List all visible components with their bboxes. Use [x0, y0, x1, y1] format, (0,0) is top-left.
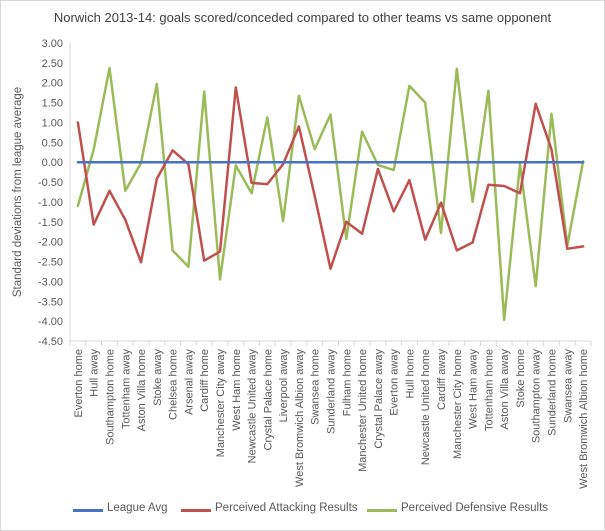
chart-title: Norwich 2013-14: goals scored/conceded c… [53, 10, 552, 25]
x-tick-label: Hull away [89, 349, 101, 397]
attacking-results-line [76, 86, 585, 270]
x-tick-label: Everton home [73, 349, 85, 417]
y-tick-label: -1.00 [38, 197, 63, 209]
x-tick-label: Tottenham home [483, 349, 495, 431]
legend-swatch [181, 509, 211, 512]
x-tick-label: Swansea home [310, 349, 322, 425]
y-tick-label: 2.50 [42, 58, 63, 70]
legend: League Avg Perceived Attacking Results Per… [1, 501, 604, 519]
x-tick-label: West Bromwich Albion away [294, 349, 306, 487]
x-tick-label: Cardiff home [199, 349, 211, 412]
legend-swatch [73, 509, 103, 512]
x-tick-label: Sunderland away [326, 349, 338, 435]
x-tick-label: Manchester City home [452, 349, 464, 459]
y-tick-label: -0.50 [38, 177, 63, 189]
y-tick-label: -2.00 [38, 237, 63, 249]
x-tick-label: Liverpool away [278, 349, 290, 423]
y-tick-label: -4.00 [38, 316, 63, 328]
x-tick-label: West Bromwich Albion home [578, 349, 590, 489]
x-tick-label: Everton away [389, 349, 401, 416]
x-tick-label: Hull home [404, 349, 416, 399]
x-tick-label: Swansea away [562, 349, 574, 423]
defensive-results-line [76, 66, 585, 322]
x-tick-label: Manchester United home [357, 349, 369, 472]
y-tick-label: 0.50 [42, 137, 63, 149]
legend-label: League Avg [107, 502, 168, 514]
x-tick-label: Fulham home [341, 349, 353, 416]
x-tick-label: Stoke away [152, 349, 164, 406]
y-tick-label: 0.00 [42, 157, 63, 169]
y-tick-label: -3.00 [38, 276, 63, 288]
y-tick-label: 2.00 [42, 78, 63, 90]
y-tick-label: 1.50 [42, 98, 63, 110]
legend-label: Perceived Defensive Results [401, 502, 549, 514]
x-tick-label: West Ham away [468, 349, 480, 429]
x-tick-label: Newcastle United home [420, 349, 432, 465]
legend-label: Perceived Attacking Results [215, 502, 358, 514]
x-tick-label: Crystal Palace home [262, 349, 274, 451]
x-tick-label: Southampton away [531, 349, 543, 444]
x-tick-label: Stoke home [515, 349, 527, 408]
x-tick-label: Chelsea home [168, 349, 180, 420]
y-tick-label: -1.50 [38, 217, 63, 229]
y-tick-label: -2.50 [38, 257, 63, 269]
x-tick-label: Sunderland home [547, 349, 559, 436]
x-tick-label: Arsenal away [183, 349, 195, 416]
x-tick-label: Cardiff away [436, 349, 448, 410]
x-tick-label: West Ham home [231, 349, 243, 431]
x-tick-label: Southampton home [104, 349, 116, 445]
legend-swatch [367, 509, 397, 512]
x-tick-label: Tottenham away [120, 349, 132, 430]
y-tick-label: 3.00 [42, 38, 63, 50]
x-tick-label: Aston Villa home [136, 349, 148, 431]
x-tick-label: Crystal Palace away [373, 349, 385, 449]
x-tick-label: Manchester City away [215, 349, 227, 458]
y-tick-label: 1.00 [42, 117, 63, 129]
y-tick-label: -4.50 [38, 336, 63, 348]
y-tick-label: -3.50 [38, 296, 63, 308]
x-tick-label: Aston Villa away [499, 349, 511, 430]
x-tick-label: Newcastle United away [247, 349, 259, 464]
